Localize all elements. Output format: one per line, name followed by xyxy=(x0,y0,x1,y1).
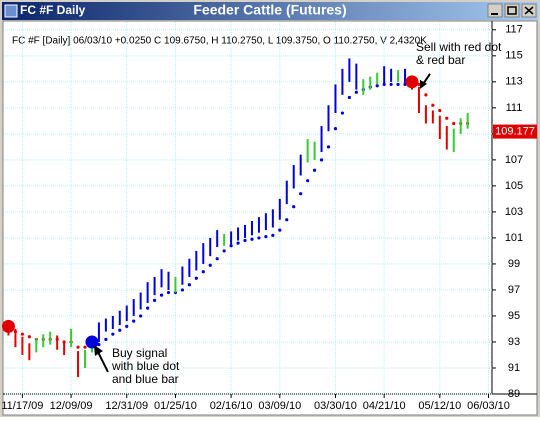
y-tick-label: 99 xyxy=(508,258,520,270)
x-tick-label: 12/09/09 xyxy=(50,400,93,412)
maximize-button[interactable] xyxy=(504,3,520,18)
y-tick-label: 103 xyxy=(505,206,523,218)
x-tick-label: 12/31/09 xyxy=(105,400,148,412)
minimize-button[interactable] xyxy=(487,3,503,18)
stop-dot xyxy=(132,319,136,323)
chart-area xyxy=(2,20,538,416)
stop-dot xyxy=(354,90,358,94)
stop-dot xyxy=(152,298,157,302)
window-title: FC #F Daily xyxy=(20,3,86,17)
stop-dot xyxy=(180,288,185,292)
stop-dot xyxy=(333,127,338,131)
stop-dot xyxy=(319,158,324,162)
stop-dot xyxy=(278,228,282,232)
annotation-text: with blue dot xyxy=(111,359,180,373)
stop-dot xyxy=(424,93,428,97)
window-icon[interactable] xyxy=(4,4,18,18)
x-tick-label: 03/09/10 xyxy=(258,400,301,412)
stop-dot xyxy=(250,237,254,241)
y-tick-label: 101 xyxy=(505,232,523,244)
chart-title: Feeder Cattle (Futures) xyxy=(193,2,346,18)
y-tick-label: 117 xyxy=(505,24,523,36)
stop-dot xyxy=(194,276,198,280)
stop-dot xyxy=(139,314,143,318)
y-tick-label: 113 xyxy=(505,76,523,88)
y-tick-label: 107 xyxy=(505,154,523,166)
annotation-arrowhead xyxy=(419,79,427,89)
last-price-box xyxy=(493,124,537,139)
stop-dot xyxy=(306,179,310,183)
stop-dot xyxy=(125,324,129,328)
x-tick-label: 01/25/10 xyxy=(154,400,197,412)
info-line: FC #F [Daily] 06/03/10 +0.0250 C 109.675… xyxy=(12,36,427,47)
signal-dot xyxy=(405,75,419,89)
stop-dot xyxy=(264,235,268,239)
signal-dot xyxy=(85,335,99,349)
stop-dot xyxy=(187,283,191,287)
y-tick-label: 93 xyxy=(508,336,520,348)
stop-dot xyxy=(292,205,296,209)
y-tick-label: 97 xyxy=(508,284,520,296)
y-tick-label: 89 xyxy=(508,388,520,400)
stop-dot xyxy=(285,218,289,222)
stop-dot xyxy=(445,116,449,120)
x-tick-label: 06/03/10 xyxy=(467,400,510,412)
stop-dot xyxy=(389,82,393,87)
stop-dot xyxy=(375,84,379,88)
y-tick-label: 95 xyxy=(508,310,520,322)
annotation-text: Sell with red dot xyxy=(416,40,502,54)
stop-dot xyxy=(312,168,317,172)
stop-dot xyxy=(208,263,212,267)
y-tick-label: 111 xyxy=(506,102,523,114)
stop-dot xyxy=(299,192,303,196)
title-bar xyxy=(2,2,538,20)
stop-dot xyxy=(159,293,164,297)
stop-dot xyxy=(215,257,219,261)
stop-dot xyxy=(118,328,122,332)
stop-dot xyxy=(27,335,31,339)
stop-dot xyxy=(111,332,115,336)
stop-dot xyxy=(243,238,247,243)
stop-dot xyxy=(257,236,261,240)
x-tick-label: 11/17/09 xyxy=(1,400,43,412)
signal-dot xyxy=(1,319,15,333)
stop-dot xyxy=(83,345,87,349)
stop-dot xyxy=(431,103,435,107)
annotation-text: & red bar xyxy=(416,53,465,67)
stop-dot xyxy=(452,121,456,126)
stop-dot xyxy=(396,82,400,87)
x-tick-label: 04/21/10 xyxy=(363,400,406,412)
stop-dot xyxy=(222,249,226,253)
stop-dot xyxy=(76,345,80,349)
window-buttons xyxy=(487,3,537,18)
x-tick-label: 05/12/10 xyxy=(418,400,461,412)
x-tick-label: 03/30/10 xyxy=(314,400,357,412)
stop-dot xyxy=(104,337,108,341)
stop-dot xyxy=(340,111,345,115)
x-tick-label: 02/16/10 xyxy=(210,400,253,412)
stop-dot xyxy=(347,95,351,100)
annotation-arrowhead xyxy=(93,344,103,356)
y-tick-label: 115 xyxy=(505,50,523,62)
stop-dot xyxy=(438,108,442,113)
annotation-text: and blue bar xyxy=(112,372,179,386)
last-price-label: 109.177 xyxy=(495,125,535,137)
annotation-text: Buy signal xyxy=(112,346,167,360)
y-tick-label: 105 xyxy=(505,180,523,192)
stop-dot xyxy=(166,290,171,295)
stop-dot xyxy=(146,306,150,310)
stop-dot xyxy=(326,145,331,149)
stop-dot xyxy=(201,270,205,274)
stop-dot xyxy=(20,332,24,336)
y-tick-label: 91 xyxy=(508,362,520,374)
stop-dot xyxy=(271,233,275,237)
stop-dot xyxy=(236,241,240,245)
